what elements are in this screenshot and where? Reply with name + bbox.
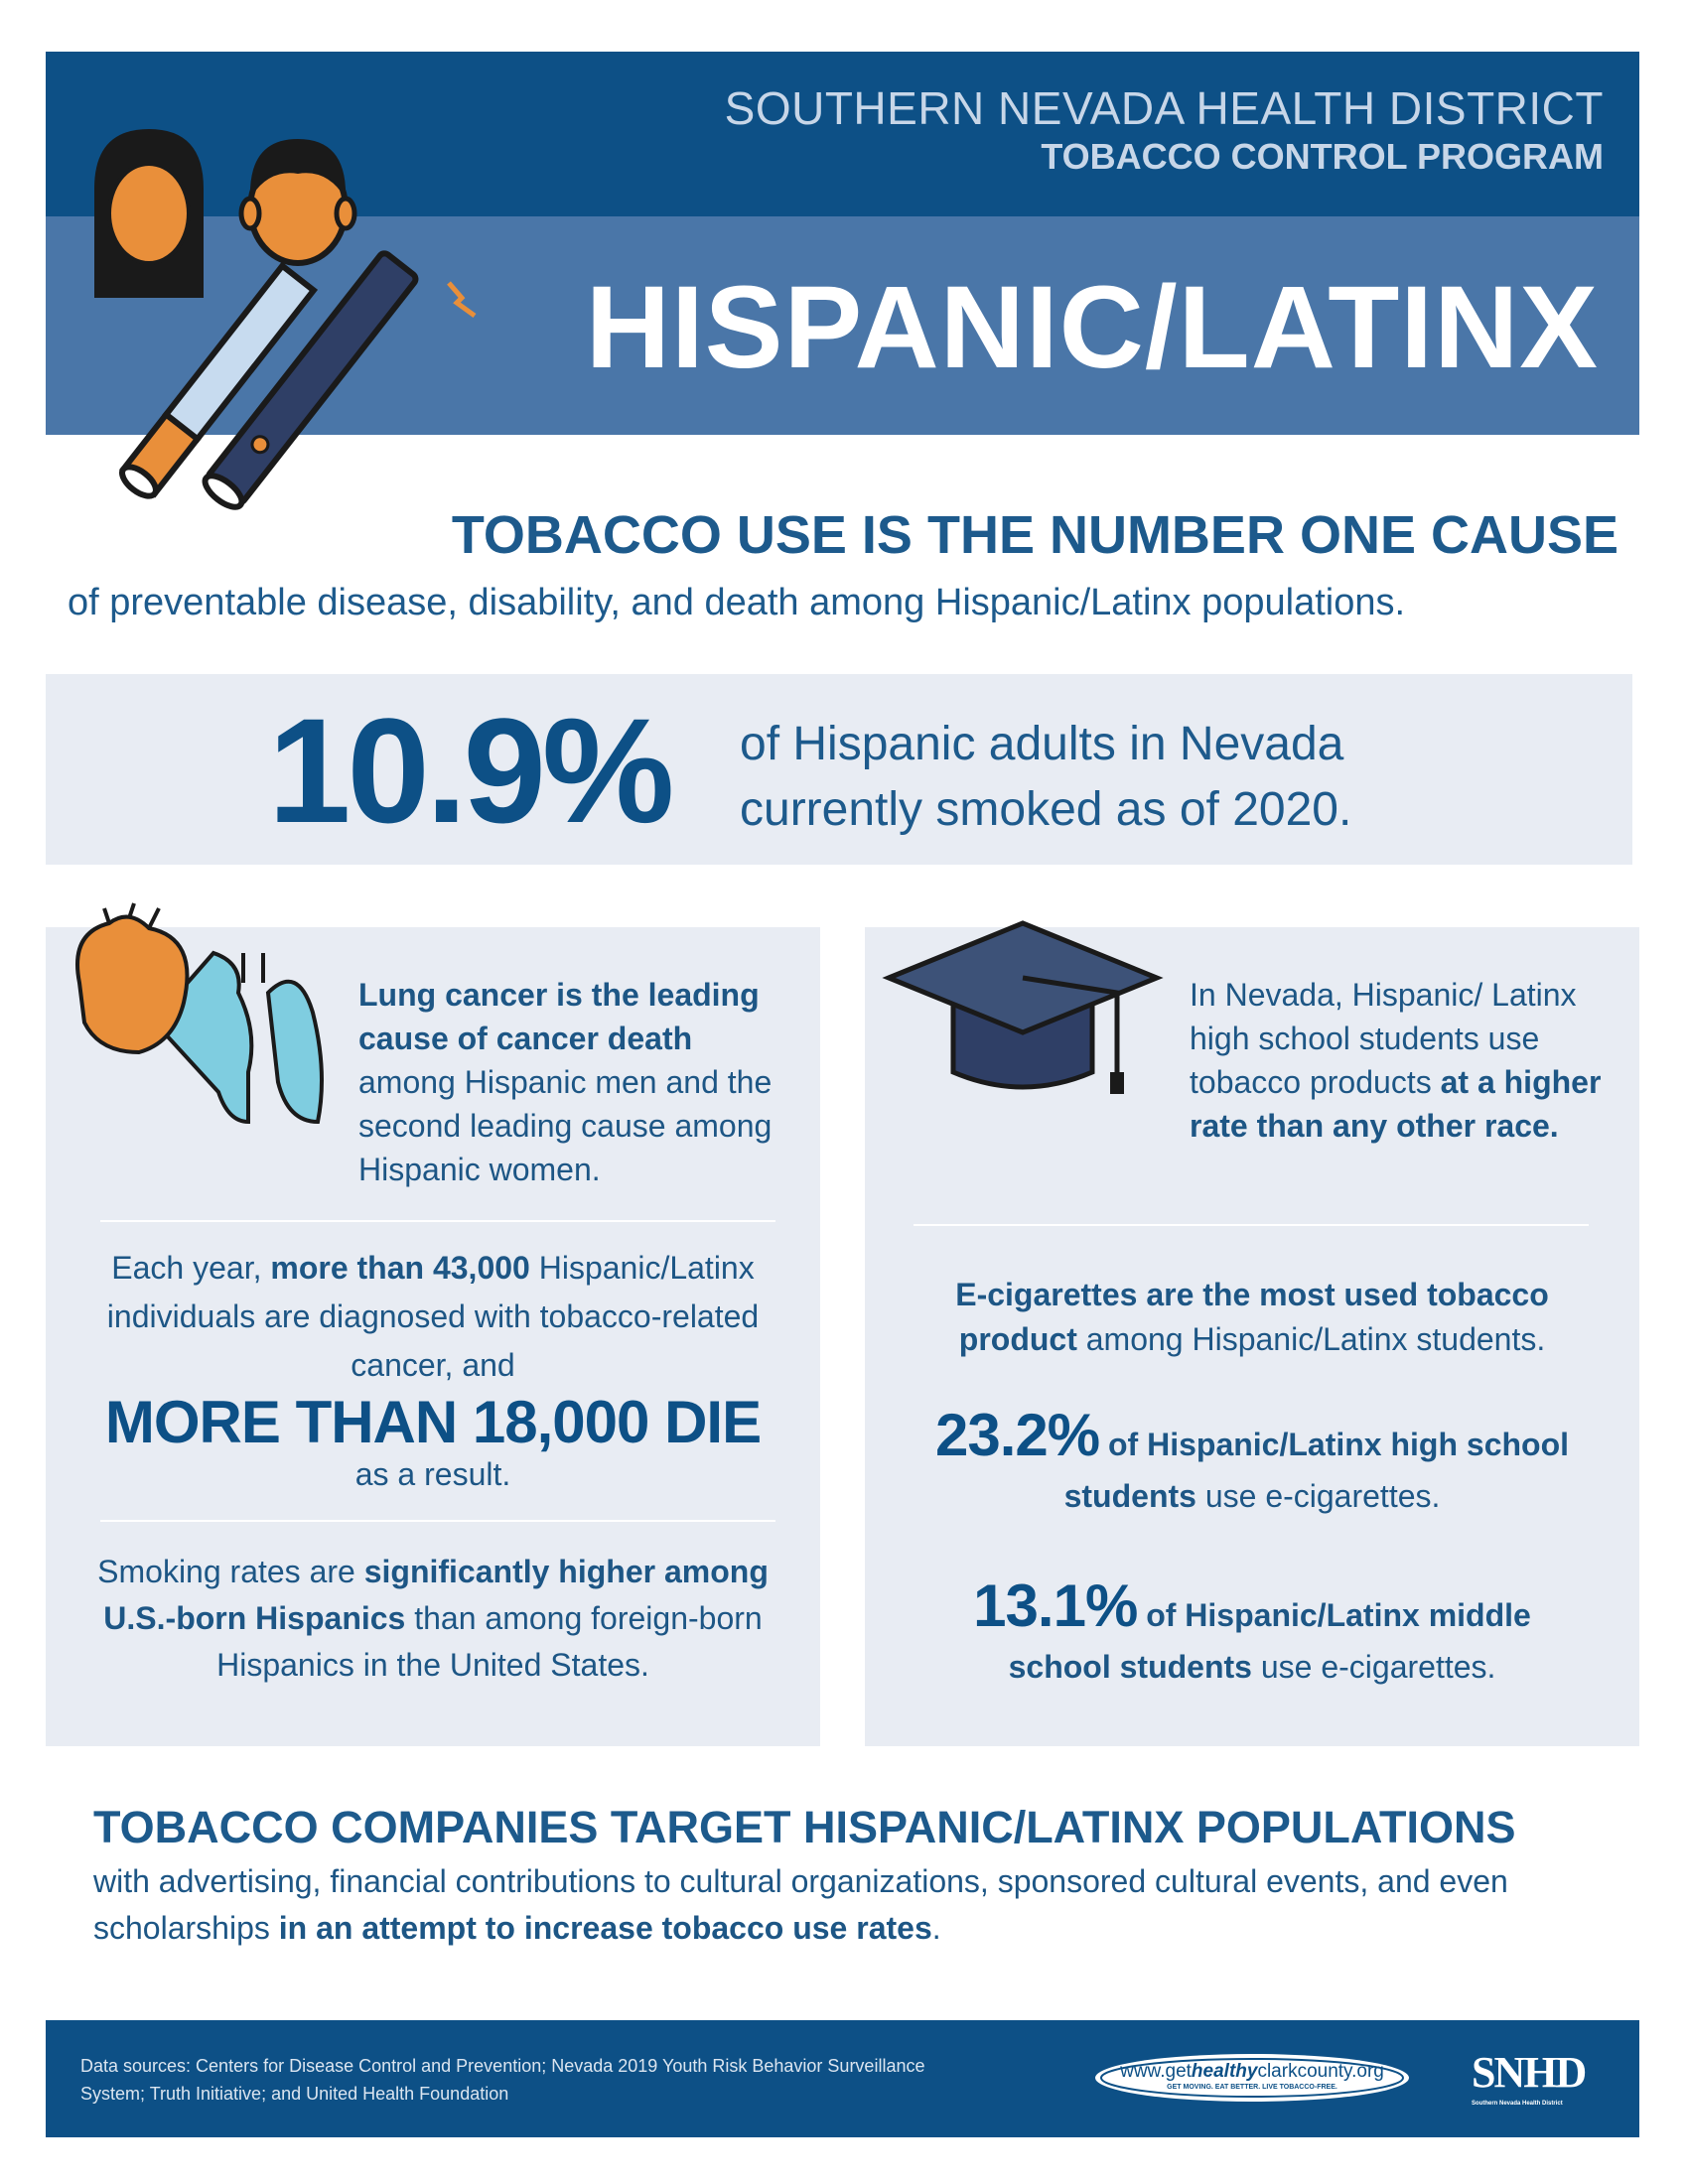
highlight-line: currently smoked as of 2020. <box>740 783 1352 836</box>
logo-oval <box>1095 2054 1409 2102</box>
students-text: In Nevada, Hispanic/ Latinx high school … <box>1190 973 1607 1148</box>
deaths-note: as a result. <box>354 1456 511 1492</box>
text-run: Hispanic/Latinx individuals are diagnose… <box>106 1250 769 1383</box>
logo-tagline: GET MOVING. EAT BETTER. LIVE TOBACCO-FRE… <box>1167 2084 1337 2091</box>
targeting-headline: TOBACCO COMPANIES TARGET HISPANIC/LATINX… <box>93 1802 1516 1852</box>
text-run: among Hispanic men and the second leadin… <box>358 1021 781 1187</box>
heart-lungs-icon <box>75 902 324 1125</box>
text-run: . <box>931 1910 941 1946</box>
page-title: HISPANIC/LATINX <box>585 262 1599 393</box>
logo-url: www.gethealthyclarkcounty.org <box>1107 2061 1397 2083</box>
intro-text: of preventable disease, disability, and … <box>68 582 1406 623</box>
lung-cancer-text: Lung cancer is the leading cause of canc… <box>358 973 795 1191</box>
cigarette-icon <box>119 261 319 499</box>
program: TOBACCO CONTROL PROGRAM <box>1041 136 1604 177</box>
text-run-bold: of Hispanic/Latinx high school students <box>1063 1427 1578 1514</box>
graduation-cap-icon <box>882 920 1164 1094</box>
deaths-stat: MORE THAN 18,000 DIE <box>104 1389 762 1455</box>
text-run: use e-cigarettes. <box>1251 1649 1496 1685</box>
diagnosed-text: Each year, more than 43,000 Hispanic/Lat… <box>85 1244 780 1390</box>
logo-url-part: www.get <box>1120 2061 1192 2082</box>
text-run: Each year, <box>111 1250 271 1286</box>
person-icon <box>238 139 357 266</box>
left-panel <box>46 927 820 1746</box>
text-run-bold: at a higher rate than any other race. <box>1190 1064 1611 1144</box>
highlight-line: of Hispanic adults in Nevada <box>740 718 1344 770</box>
logo-url-part: clarkcounty.org <box>1257 2061 1384 2082</box>
text-run-bold: more than 43,000 <box>270 1250 530 1286</box>
text-run-bold: E-cigarettes are the most used tobacco p… <box>955 1277 1558 1357</box>
text-run-bold: Lung cancer is the leading cause of canc… <box>358 977 769 1056</box>
text-run: Smoking rates are <box>97 1554 364 1589</box>
stat-text: 23.2% of Hispanic/Latinx high school stu… <box>924 1406 1580 1522</box>
person-icon <box>94 129 204 298</box>
text-run: than among foreign-born Hispanics in the… <box>216 1600 772 1683</box>
ecigarette-icon <box>202 250 419 510</box>
organization: SOUTHERN NEVADA HEALTH DISTRICT <box>724 82 1604 134</box>
text-run-bold: in an attempt to increase tobacco use ra… <box>278 1910 932 1946</box>
stat-runs: of Hispanic/Latinx high school students … <box>1064 1427 1578 1514</box>
divider <box>100 1520 775 1522</box>
highlight-text: of Hispanic adults in Nevada currently s… <box>740 712 1351 843</box>
divider <box>914 1224 1589 1226</box>
stat-text: 13.1% of Hispanic/Latinx middle school s… <box>924 1576 1580 1693</box>
text-run: In Nevada, Hispanic/ Latinx high school … <box>1190 977 1586 1100</box>
text-run: among Hispanic/Latinx students. <box>1076 1321 1546 1357</box>
text-run-bold: of Hispanic/Latinx middle school student… <box>1008 1597 1540 1685</box>
intro-headline: TOBACCO USE IS THE NUMBER ONE CAUSE <box>451 505 1618 565</box>
text-run: with advertising, financial contribution… <box>93 1863 1517 1946</box>
logo-oval-ring <box>1100 2058 1404 2098</box>
sources: Data sources: Centers for Disease Contro… <box>80 2056 925 2104</box>
logo-url-part: healthy <box>1191 2061 1258 2082</box>
highlight-stat: 10.9% <box>268 687 674 854</box>
text-run: use e-cigarettes. <box>1196 1478 1441 1514</box>
divider <box>100 1220 775 1222</box>
stat-value: 23.2% <box>934 1402 1100 1468</box>
stat-value: 13.1% <box>973 1572 1138 1639</box>
snhd-name: Southern Nevada Health District <box>1472 2101 1563 2107</box>
ecig-text: E-cigarettes are the most used tobacco p… <box>905 1273 1600 1362</box>
text-run-bold: significantly higher among U.S.-born His… <box>103 1554 777 1636</box>
targeting-text: with advertising, financial contribution… <box>93 1858 1603 1952</box>
highlight-box <box>46 674 1632 865</box>
smoking-rates-text: Smoking rates are significantly higher a… <box>85 1549 780 1689</box>
snhd-logo: SNHD <box>1472 2048 1587 2097</box>
stat-runs: of Hispanic/Latinx middle school student… <box>1009 1597 1540 1685</box>
